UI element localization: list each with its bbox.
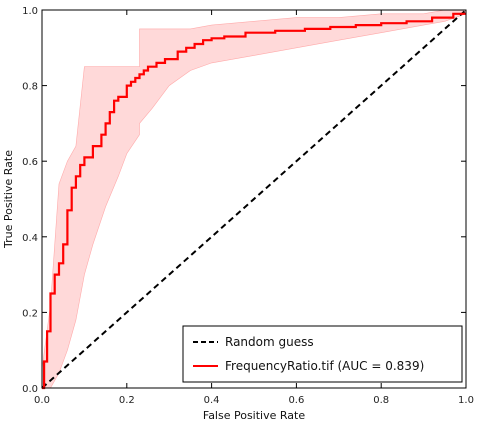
x-axis-label: False Positive Rate — [203, 409, 305, 422]
series-layer — [41, 9, 467, 390]
legend-box — [182, 325, 463, 383]
x-tick-label: 0.8 — [373, 395, 389, 406]
series-frequency-ratio-line — [42, 12, 466, 390]
x-tick-label: 0.4 — [204, 395, 220, 406]
plot-frame — [41, 9, 467, 389]
x-tick-label: 1.0 — [458, 395, 474, 406]
y-axis-label: True Positive Rate — [2, 150, 15, 249]
legend: Random guess FrequencyRatio.tif (AUC = 0… — [182, 325, 463, 383]
y-tick-label: 0.4 — [22, 233, 38, 244]
x-tick-label: 0.2 — [119, 395, 135, 406]
series-random-guess-line — [41, 9, 467, 389]
x-tick-label: 0.0 — [34, 395, 50, 406]
y-tick-label: 0.8 — [22, 82, 38, 93]
legend-entry-random-guess: Random guess — [225, 335, 314, 349]
y-tick-label: 0.2 — [22, 308, 38, 319]
y-tick-label: 0.6 — [22, 157, 38, 168]
y-tick-label: 1.0 — [22, 6, 38, 17]
tick-layer: 0.0 0.2 0.4 0.6 0.8 1.0 0.0 0.2 0.4 0.6 0.8 1.0 — [22, 6, 474, 406]
y-tick-label: 0.0 — [22, 384, 38, 395]
legend-entry-frequency-ratio: FrequencyRatio.tif (AUC = 0.839) — [225, 359, 424, 373]
x-tick-label: 0.6 — [288, 395, 304, 406]
